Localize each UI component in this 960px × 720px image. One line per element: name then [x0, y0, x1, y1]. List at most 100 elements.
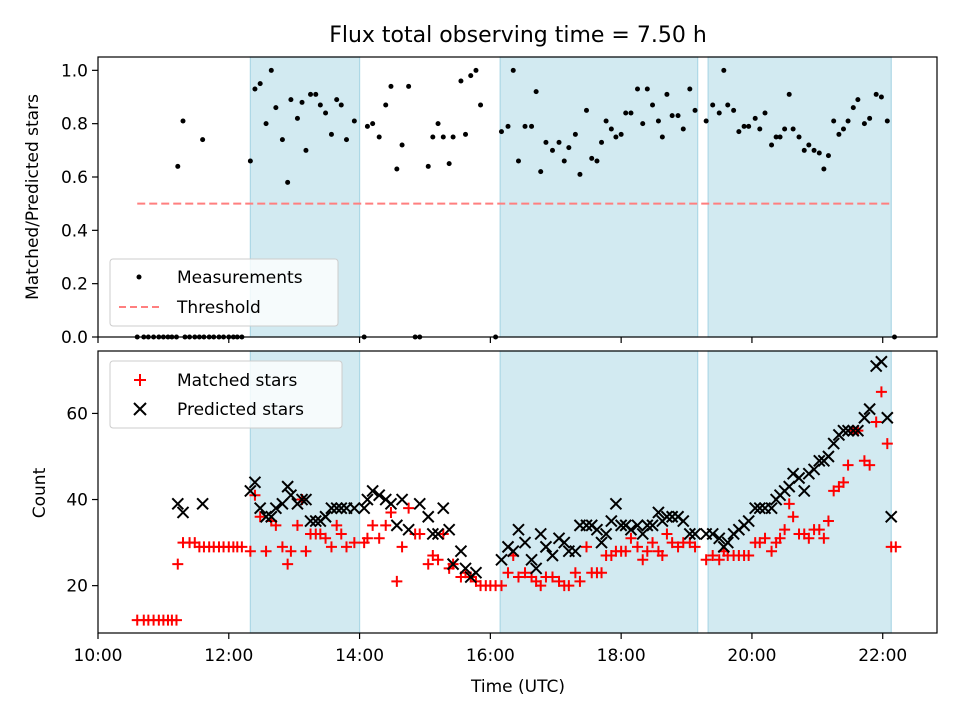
matched-star-point — [367, 519, 379, 531]
measurement-point — [850, 105, 856, 111]
matched-star-point — [661, 528, 673, 540]
legend-matched-marker — [134, 374, 146, 386]
matched-star-point — [285, 545, 297, 557]
measurement-point — [687, 86, 693, 92]
measurement-point — [703, 118, 709, 124]
predicted-star-point — [827, 437, 840, 450]
measurement-point — [529, 123, 535, 129]
matched-star-point — [625, 532, 637, 544]
bottom-xtick-label: 12:00 — [204, 646, 253, 666]
predicted-star-point — [558, 536, 571, 549]
top-ytick-label: 1.0 — [61, 61, 88, 81]
top-legend: Measurements Threshold — [109, 258, 339, 327]
predicted-star-point — [304, 514, 317, 528]
measurement-point — [790, 126, 796, 132]
matched-star-point — [361, 532, 373, 544]
measurement-point — [572, 131, 578, 137]
measurement-point — [288, 97, 294, 103]
matched-star-point — [276, 541, 288, 553]
predicted-star-point — [851, 424, 865, 437]
predicted-star-point — [495, 553, 508, 567]
observing-interval-shade — [499, 350, 699, 634]
bottom-ytick-label: 20 — [66, 577, 88, 597]
measurement-point — [351, 118, 357, 124]
predicted-star-point — [660, 510, 674, 523]
predicted-star-point — [512, 523, 525, 536]
measurement-point — [855, 97, 861, 103]
matched-star-point — [291, 519, 303, 531]
predicted-star-point — [713, 532, 726, 545]
measurement-point — [515, 158, 521, 164]
measurement-point — [463, 131, 469, 137]
predicted-star-point — [330, 501, 343, 515]
measurement-point — [840, 126, 846, 132]
top-ytick-label: 0.2 — [61, 275, 88, 295]
bottom-xtick-label: 16:00 — [466, 646, 515, 666]
measurement-point — [634, 86, 640, 92]
matched-star-point — [656, 550, 668, 562]
predicted-star-point — [529, 562, 543, 575]
matched-star-point — [348, 537, 360, 549]
measurement-point — [200, 137, 206, 143]
matched-star-point — [842, 459, 854, 471]
matched-star-point — [743, 550, 755, 562]
top-ytick-label: 0.4 — [61, 221, 88, 241]
measurement-point — [308, 91, 314, 97]
matched-star-point — [331, 519, 343, 531]
bottom-panel-frame — [97, 350, 938, 634]
matched-star-point — [282, 558, 294, 570]
measurement-point — [782, 126, 788, 132]
matched-star-point — [666, 537, 678, 549]
measurement-point — [364, 123, 370, 129]
bottom-xtick-label: 18:00 — [597, 646, 646, 666]
measurement-point — [613, 134, 619, 140]
matched-star-point — [300, 545, 312, 557]
predicted-star-point — [534, 527, 547, 541]
predicted-star-point — [786, 467, 800, 480]
predicted-star-point — [446, 557, 460, 571]
predicted-star-point — [437, 501, 450, 515]
measurement-point — [383, 102, 389, 108]
legend-predicted-marker — [133, 402, 147, 416]
matched-star-point — [320, 532, 332, 544]
measurement-point — [773, 134, 779, 140]
top-panel: 0.0 0.2 0.4 0.6 0.8 1.0 Matched/Predicted sta… — [23, 56, 938, 348]
measurement-point — [299, 99, 305, 105]
matched-star-point — [396, 541, 408, 553]
predicted-star-point — [244, 484, 257, 498]
measurement-point — [538, 169, 544, 175]
legend-threshold-label: Threshold — [176, 298, 261, 318]
matched-star-point — [422, 558, 434, 570]
predicted-star-point — [569, 544, 582, 558]
matched-star-point — [569, 567, 581, 579]
predicted-star-point — [798, 484, 811, 498]
matched-star-point — [437, 528, 449, 540]
measurement-point — [583, 107, 589, 113]
measurement-point — [446, 161, 452, 167]
matched-star-point — [380, 519, 392, 531]
matched-star-point — [837, 476, 849, 488]
matched-star-point — [881, 438, 893, 450]
predicted-star-point — [631, 519, 644, 532]
matched-star-point — [774, 532, 786, 544]
predicted-star-point — [665, 510, 679, 523]
matched-star-point — [759, 532, 771, 544]
predicted-star-point — [624, 523, 638, 536]
measurement-point — [317, 102, 323, 108]
predicted-star-point — [748, 501, 762, 515]
measurement-point — [731, 107, 737, 113]
measurement-point — [836, 131, 842, 137]
predicted-star-point — [357, 501, 371, 515]
predicted-star-point — [683, 527, 697, 541]
measurement-point — [435, 121, 441, 127]
bottom-xtick-label: 22:00 — [858, 646, 907, 666]
measurement-point — [533, 89, 539, 95]
predicted-star-point — [361, 493, 374, 506]
matched-star-point — [244, 545, 256, 557]
predicted-star-point — [325, 501, 338, 515]
predicted-star-point — [372, 489, 386, 502]
measurement-point — [669, 113, 675, 119]
matched-star-point — [890, 541, 902, 553]
measurement-point — [599, 139, 605, 145]
